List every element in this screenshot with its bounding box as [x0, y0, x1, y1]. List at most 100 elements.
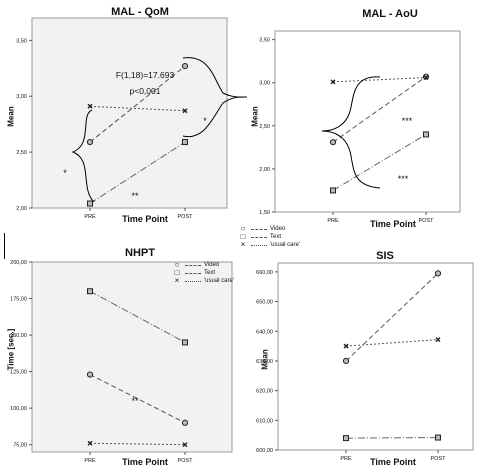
legend-label: Video	[270, 226, 286, 232]
chart-title-sis: SIS	[376, 250, 394, 262]
legend-label: Text	[204, 270, 216, 276]
y-tick-label: 3,00	[259, 81, 270, 87]
data-point-cross	[182, 108, 188, 114]
p-value-annotation: p<0,001	[130, 86, 161, 96]
square-marker-icon: □	[174, 268, 180, 277]
y-tick-label: 3,50	[259, 38, 270, 44]
legend-label: 'usual care'	[270, 242, 300, 248]
series-line-circle	[89, 65, 186, 143]
plot-area	[31, 261, 233, 453]
x-axis-label-nhpt: Time Point	[122, 457, 168, 467]
data-point-circle	[181, 62, 189, 70]
brace-left	[71, 109, 95, 203]
significance-star: ***	[398, 174, 409, 184]
circle-marker-icon: ○	[240, 224, 246, 233]
data-point-circle	[329, 139, 337, 146]
data-point-circle	[86, 371, 94, 378]
x-tick-label: POST	[419, 218, 435, 224]
chart-mal-qom: 2,00 2,50 3,00 3,50 PRE POST F(1,18)=17.693 p<0…	[16, 17, 248, 220]
legend-item-usual-care: × 'usual care'	[172, 277, 234, 285]
legend-label: 'usual care'	[204, 278, 234, 284]
data-point-circle	[434, 270, 442, 277]
chart-mal-aou: 1,50 2,00 2,50 3,00 3,50 PRE POST *** ***	[259, 30, 461, 224]
chart-sis: 600,00 610,00 620,00 630,00 640,00 650,00 660,…	[256, 262, 474, 462]
data-point-cross	[435, 337, 441, 343]
y-tick-label: 620,00	[256, 389, 273, 395]
y-tick-label: 2,00	[16, 206, 27, 212]
y-tick-label: 125,00	[10, 370, 27, 376]
cross-marker-icon: ×	[240, 240, 246, 249]
circle-marker-icon: ○	[174, 260, 180, 269]
x-tick-label: POST	[431, 456, 447, 462]
y-tick-label: 2,50	[16, 150, 27, 156]
data-point-cross	[87, 103, 93, 109]
x-axis-label-sis: Time Point	[370, 457, 416, 467]
y-tick-label: 630,00	[256, 359, 273, 365]
cross-marker-icon: ×	[174, 276, 180, 285]
plot-area	[31, 17, 228, 209]
data-point-cross	[423, 75, 429, 81]
data-point-circle	[181, 419, 189, 426]
x-tick-label: PRE	[84, 458, 96, 464]
y-tick-label: 150,00	[10, 333, 27, 339]
y-tick-label: 200,00	[10, 260, 27, 266]
x-axis-label-mal-aou: Time Point	[370, 219, 416, 229]
plot-area	[277, 262, 474, 451]
y-tick-label: 3,50	[16, 38, 27, 44]
data-point-circle	[86, 138, 94, 146]
legend-bottom: ○ Video □ Text × 'usual care'	[172, 261, 234, 285]
data-point-cross	[330, 79, 336, 85]
x-tick-label: PRE	[327, 218, 339, 224]
y-tick-label: 75,00	[13, 443, 27, 449]
y-tick-label: 3,00	[16, 94, 27, 100]
y-tick-label: 1,50	[259, 210, 270, 216]
brace-right	[182, 57, 248, 138]
series-line-circle	[332, 76, 427, 143]
y-tick-label: 600,00	[256, 448, 273, 454]
data-point-square	[435, 434, 441, 441]
data-point-cross	[343, 343, 349, 349]
significance-star: **	[131, 191, 139, 201]
divider-mark	[4, 233, 5, 259]
y-tick-label: 100,00	[10, 406, 27, 412]
data-point-square	[343, 435, 349, 442]
legend-item-text: □ Text	[172, 269, 234, 277]
data-point-square	[87, 288, 93, 295]
x-tick-label: PRE	[84, 214, 96, 220]
data-point-square	[182, 339, 188, 346]
data-point-cross	[87, 440, 93, 446]
series-line-circle	[89, 374, 186, 424]
legend-item-video: ○ Video	[238, 225, 300, 233]
chart-title-mal-qom: MAL - QoM	[111, 6, 169, 18]
chart-nhpt: 75,00 100,00 125,00 150,00 175,00 200,00 PRE PO…	[10, 260, 233, 464]
y-tick-label: 650,00	[256, 300, 273, 306]
y-tick-label: 175,00	[10, 297, 27, 303]
data-point-square	[423, 131, 429, 138]
legend-item-video: ○ Video	[172, 261, 234, 269]
series-line-circle	[345, 273, 439, 362]
series-line-cross	[332, 77, 427, 83]
brace-middle	[321, 76, 381, 189]
y-tick-label: 610,00	[256, 418, 273, 424]
plot-area	[274, 30, 461, 213]
data-point-cross	[182, 442, 188, 448]
y-tick-label: 2,00	[259, 167, 270, 173]
series-line-square	[345, 437, 439, 439]
chart-title-mal-aou: MAL - AoU	[362, 8, 418, 20]
series-line-cross	[345, 339, 439, 347]
x-tick-label: PRE	[340, 456, 352, 462]
significance-star: ***	[402, 116, 413, 126]
legend-top: ○ Video □ Text × 'usual care'	[238, 225, 300, 249]
f-statistic-annotation: F(1,18)=17.693	[116, 70, 175, 80]
significance-star: **	[131, 396, 139, 406]
data-point-square	[87, 200, 93, 207]
x-tick-label: POST	[178, 214, 194, 220]
square-marker-icon: □	[240, 232, 246, 241]
data-point-circle	[342, 357, 350, 365]
series-line-square	[332, 134, 427, 191]
significance-star: *	[63, 168, 67, 178]
x-tick-label: POST	[178, 458, 194, 464]
y-tick-label: 640,00	[256, 329, 273, 335]
legend-label: Text	[270, 234, 282, 240]
series-line-square	[89, 141, 186, 204]
